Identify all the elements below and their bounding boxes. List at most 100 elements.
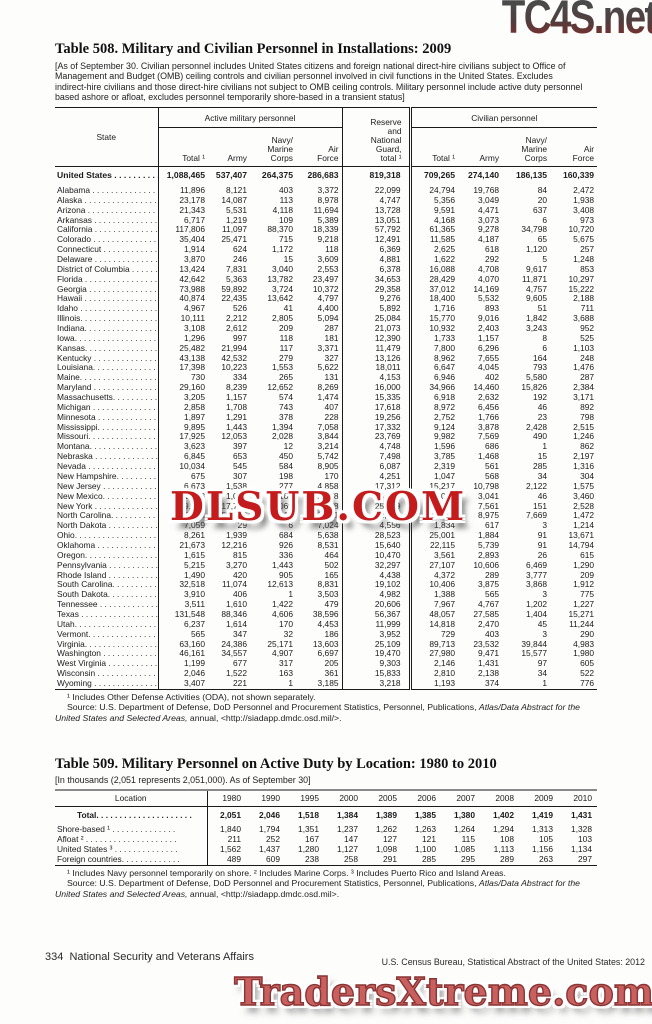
value-cell: 561: [485, 462, 500, 472]
value-cell: 4,748: [342, 442, 412, 453]
value-cell: 7,569: [478, 432, 500, 442]
value-cell: 32,518: [179, 580, 205, 590]
state-data-row: New Hampshire. . . . . . . . . . . . . 6…: [55, 471, 597, 482]
value-cell: 12: [283, 442, 293, 452]
value-cell: 25,482: [179, 343, 205, 353]
value-cell: 88,346: [221, 609, 247, 619]
value-cell: 5,215: [184, 560, 205, 570]
value-cell: 257: [580, 245, 595, 255]
value-cell: 209: [580, 570, 595, 580]
value-cell: 1,088,465: [158, 166, 208, 186]
value-cell: 131: [296, 373, 343, 384]
value-cell: 952: [580, 324, 595, 334]
value-cell: 4,438: [342, 570, 412, 581]
value-cell: 2,428: [526, 422, 548, 432]
column-header-civilian-air-force: Air Force: [572, 144, 595, 163]
state-name: Montana. . . . . . . . . . . . . . . . .…: [55, 442, 159, 453]
value-cell: 13,126: [342, 353, 412, 364]
value-cell: 4,069: [272, 501, 293, 511]
value-cell: 9,982: [434, 432, 456, 442]
value-cell: 361: [296, 669, 343, 679]
value-cell: 3,205: [184, 393, 205, 403]
value-cell: 8,121: [226, 186, 247, 195]
state-data-row: California . . . . . . . . . . . . . . .…: [55, 225, 597, 236]
value-cell: 537,407: [208, 166, 250, 186]
value-cell: 6,469: [526, 560, 548, 570]
value-cell: 3,214: [296, 442, 343, 453]
value-cell: 167: [305, 835, 319, 845]
value-cell: 9,303: [342, 659, 412, 670]
value-cell: 6,378: [342, 264, 412, 275]
value-cell: 11,585: [430, 235, 456, 245]
state-data-row: Mississippi. . . . . . . . . . . . . . .…: [55, 422, 597, 433]
value-cell: 37,012: [429, 284, 456, 294]
value-cell: 65: [537, 235, 548, 245]
value-cell: 9,895: [184, 422, 205, 432]
value-cell: 15,770: [429, 314, 456, 324]
value-cell: 9,591: [434, 205, 456, 215]
value-cell: 6: [288, 521, 293, 531]
table-508-headnote: [As of September 30. Civilian personnel …: [55, 61, 583, 103]
value-cell: 3,724: [272, 284, 293, 294]
state-data-row: Connecticut . . . . . . . . . . . . . . …: [55, 245, 597, 256]
location-name: United States ³ . . . . . . . . . . . . …: [55, 845, 208, 856]
value-cell: 29,358: [342, 284, 412, 295]
column-header-active-air-force: Air Force: [296, 127, 343, 167]
value-cell: 1,443: [226, 422, 247, 432]
value-cell: 2,810: [434, 669, 456, 679]
value-cell: 684: [279, 531, 293, 541]
value-cell: 973: [580, 215, 595, 225]
column-header-year: 2007: [456, 793, 475, 803]
value-cell: 1,939: [226, 531, 247, 541]
value-cell: 27,585: [473, 609, 500, 619]
value-cell: 1,842: [526, 314, 548, 324]
value-cell: 997: [233, 333, 247, 343]
state-data-row: West Virginia . . . . . . . . . . . . . …: [55, 659, 597, 670]
value-cell: 4,471: [478, 205, 500, 215]
location-data-row: Foreign countries. . . . . . . . . . . .…: [55, 855, 597, 866]
value-cell: 3: [542, 521, 548, 531]
value-cell: 7,029: [434, 491, 456, 501]
value-cell: 1,157: [478, 333, 500, 343]
state-name: Georgia . . . . . . . . . . . . . . . . …: [55, 284, 159, 295]
state-data-row: Colorado . . . . . . . . . . . . . . . .…: [55, 235, 597, 246]
value-cell: 2,805: [272, 314, 293, 324]
value-cell: 1,193: [434, 678, 456, 688]
value-cell: 63,160: [179, 639, 205, 649]
table-508: State Active military personnel Reserve …: [55, 107, 598, 690]
value-cell: 121: [422, 835, 436, 845]
value-cell: 27,980: [429, 649, 456, 659]
value-cell: 1,476: [573, 363, 595, 373]
value-cell: 2,212: [226, 314, 247, 324]
state-data-row: Wyoming . . . . . . . . . . . . . . . . …: [55, 678, 597, 690]
state-data-row: District of Columbia . . . . . . . . . .…: [55, 264, 597, 275]
value-cell: 1,380: [441, 806, 480, 826]
state-data-row: Kansas. . . . . . . . . . . . . . . . . …: [55, 343, 597, 354]
value-cell: 117,806: [175, 225, 205, 235]
state-data-row: Illinois. . . . . . . . . . . . . . . . …: [55, 314, 597, 325]
section-title: National Security and Veterans Affairs: [69, 951, 254, 963]
column-header-civilian-army: Army: [479, 153, 500, 163]
value-cell: 1,431: [558, 806, 597, 826]
value-cell: 1,468: [478, 452, 500, 462]
value-cell: 14,794: [568, 540, 595, 550]
value-cell: 57,792: [342, 225, 412, 236]
value-cell: 522: [580, 669, 595, 679]
source-text: Source: U.S. Department of Defense, DoD …: [67, 702, 479, 713]
value-cell: 624: [233, 245, 247, 255]
value-cell: 7,058: [296, 422, 343, 433]
value-cell: 5,622: [296, 363, 343, 374]
value-cell: 263: [539, 855, 553, 865]
value-cell: 23,178: [179, 195, 205, 205]
value-cell: 118: [279, 333, 293, 343]
value-cell: 7,800: [434, 343, 456, 353]
value-cell: 3,073: [478, 215, 500, 225]
value-cell: 10,932: [429, 324, 456, 334]
value-cell: 1,610: [226, 600, 247, 610]
value-cell: 131,548: [174, 609, 205, 619]
value-cell: 12,053: [221, 432, 247, 442]
value-cell: 209: [279, 324, 293, 334]
value-cell: 374: [485, 678, 500, 688]
value-cell: 3,777: [526, 570, 548, 580]
value-cell: 6,918: [434, 393, 456, 403]
